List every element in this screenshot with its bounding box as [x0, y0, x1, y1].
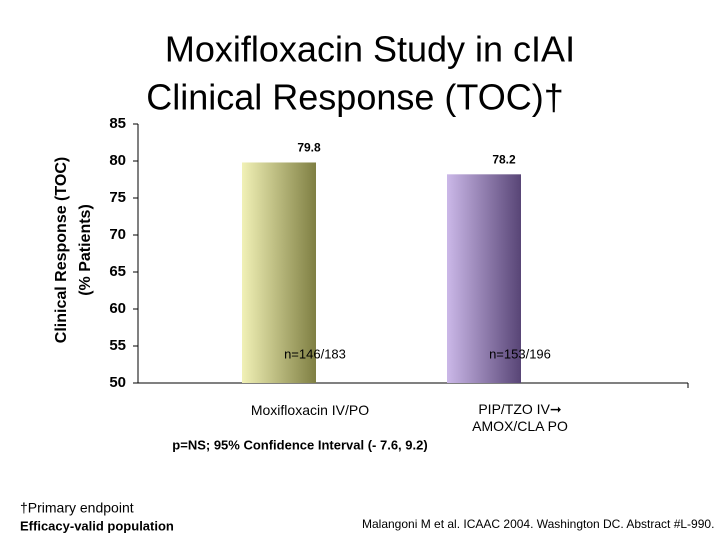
population: Efficacy-valid population: [20, 518, 174, 533]
bar: [242, 162, 316, 383]
bar: [447, 174, 521, 383]
y-tick-label: 60: [109, 300, 126, 317]
y-axis-label: (% Patients): [77, 204, 94, 296]
y-axis-label: Clinical Response (TOC): [53, 157, 70, 343]
y-tick-label: 75: [109, 189, 126, 206]
y-tick-label: 55: [109, 337, 126, 354]
y-tick-label: 80: [109, 152, 126, 169]
bar-annotation: n=153/196: [489, 346, 551, 361]
x-tick-label: Moxifloxacin IV/PO: [250, 402, 370, 418]
value-label: 79.8: [297, 141, 321, 155]
y-tick-label: 65: [109, 263, 126, 280]
bar-annotation: n=146/183: [284, 346, 346, 361]
value-label: 78.2: [492, 152, 516, 166]
y-tick-label: 50: [109, 374, 126, 391]
y-tick-label: 85: [109, 115, 126, 132]
x-tick-label: PIP/TZO IV➞ AMOX/CLA PO: [472, 401, 568, 434]
y-tick-label: 70: [109, 226, 126, 243]
footnote: †Primary endpoint: [20, 500, 134, 516]
chart-note: p=NS; 95% Confidence Interval (- 7.6, 9.…: [172, 437, 427, 452]
chart-subtitle: Clinical Response (TOC)†: [146, 77, 563, 118]
citation: Malangoni M et al. ICAAC 2004. Washingto…: [362, 517, 714, 531]
chart-title: Moxifloxacin Study in cIAI: [165, 29, 575, 70]
